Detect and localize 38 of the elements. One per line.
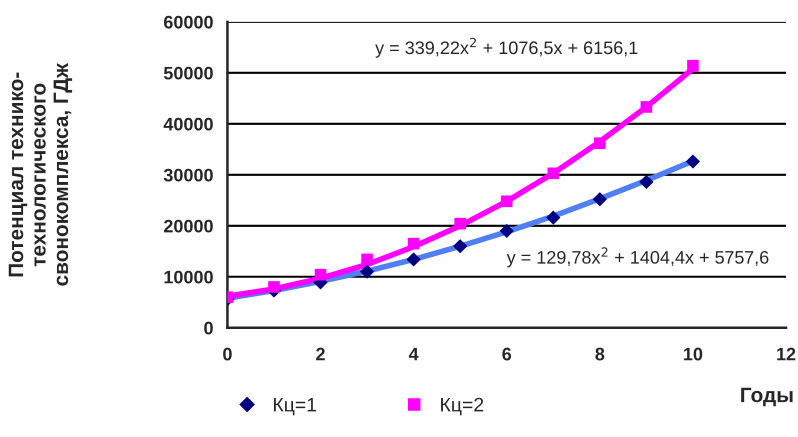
point	[408, 238, 420, 250]
point	[453, 239, 468, 254]
point	[592, 192, 607, 206]
y-tick-label: 30000	[164, 168, 213, 182]
y-tick-label: 40000	[164, 118, 213, 131]
x-tick-label: 0	[223, 348, 232, 360]
point	[500, 196, 513, 208]
point	[268, 281, 280, 293]
y-tick-label: 0	[204, 322, 213, 334]
point	[361, 254, 373, 266]
legend-label: Кц=1	[274, 398, 316, 416]
point	[547, 167, 560, 180]
x-tick-label: 6	[502, 348, 512, 360]
y-tick-label: 50000	[164, 66, 213, 80]
legend-label: Кц=2	[441, 398, 484, 416]
y-tick-label: 20000	[164, 220, 213, 233]
point	[546, 210, 560, 225]
point	[360, 264, 374, 279]
x-tick-label: 8	[595, 348, 604, 360]
x-tick-label: 2	[316, 348, 325, 360]
x-axis-title: Годы	[741, 388, 793, 406]
annotation: y = 129,78x$^{2}$ + 1404,4x + 5757,6	[506, 247, 768, 268]
annotation: y = 339,22x$^{2}$ + 1076,5x + 6156,1	[375, 38, 638, 58]
x-tick-label: 10	[684, 348, 702, 360]
point	[686, 154, 700, 169]
point	[406, 252, 421, 266]
point	[500, 224, 514, 238]
y-axis-title: Потенциал технико- технологического свонокомплекса, ГДж	[8, 62, 72, 286]
point	[639, 174, 654, 189]
y-tick-label: 60000	[164, 16, 213, 29]
point	[454, 218, 466, 230]
point	[594, 137, 606, 149]
point	[314, 268, 326, 281]
y-tick-label: 10000	[164, 270, 213, 284]
x-tick-label: 12	[777, 348, 796, 360]
point	[640, 101, 652, 113]
x-tick-label: 4	[408, 348, 419, 360]
point	[687, 60, 699, 72]
